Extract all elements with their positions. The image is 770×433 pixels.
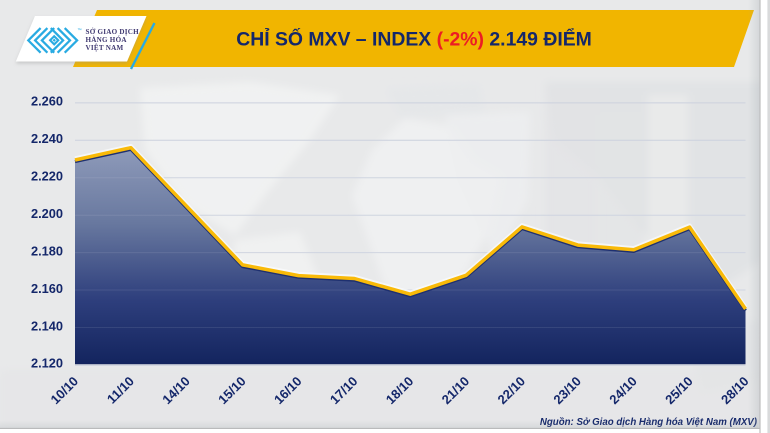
svg-text:2.160: 2.160 bbox=[31, 281, 63, 296]
svg-text:2.140: 2.140 bbox=[31, 318, 63, 333]
svg-text:2.240: 2.240 bbox=[31, 131, 63, 146]
svg-text:2.120: 2.120 bbox=[31, 356, 63, 371]
svg-text:HÀNG HÓA: HÀNG HÓA bbox=[86, 36, 128, 44]
svg-text:2.200: 2.200 bbox=[31, 206, 63, 221]
svg-text:™: ™ bbox=[77, 28, 82, 33]
svg-text:VIỆT NAM: VIỆT NAM bbox=[86, 44, 124, 52]
svg-text:2.260: 2.260 bbox=[31, 94, 63, 109]
svg-text:2.220: 2.220 bbox=[31, 169, 63, 184]
svg-text:2.180: 2.180 bbox=[31, 243, 63, 258]
svg-text:CHỈ SỐ MXV – INDEX (-2%) 2.149: CHỈ SỐ MXV – INDEX (-2%) 2.149 ĐIỂM bbox=[236, 27, 592, 51]
svg-text:SỞ GIAO DỊCH: SỞ GIAO DỊCH bbox=[86, 28, 140, 36]
